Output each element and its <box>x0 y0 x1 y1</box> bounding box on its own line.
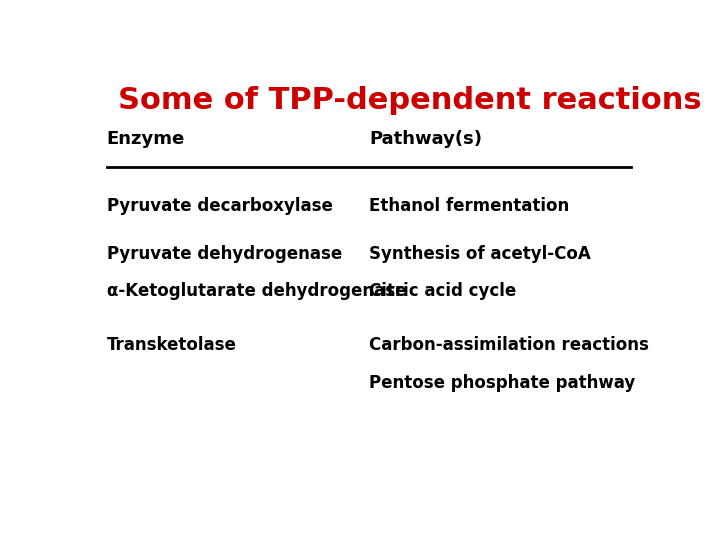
Text: α-Ketoglutarate dehydrogenase: α-Ketoglutarate dehydrogenase <box>107 282 406 300</box>
Text: Citric acid cycle: Citric acid cycle <box>369 282 516 300</box>
Text: Transketolase: Transketolase <box>107 336 237 354</box>
Text: Synthesis of acetyl-CoA: Synthesis of acetyl-CoA <box>369 245 590 263</box>
Text: Ethanol fermentation: Ethanol fermentation <box>369 197 570 215</box>
Text: Pyruvate dehydrogenase: Pyruvate dehydrogenase <box>107 245 342 263</box>
Text: Pathway(s): Pathway(s) <box>369 130 482 148</box>
Text: Pyruvate decarboxylase: Pyruvate decarboxylase <box>107 197 333 215</box>
Text: Carbon-assimilation reactions: Carbon-assimilation reactions <box>369 336 649 354</box>
Text: Some of TPP-dependent reactions: Some of TPP-dependent reactions <box>118 85 701 114</box>
Text: Enzyme: Enzyme <box>107 130 185 148</box>
Text: Pentose phosphate pathway: Pentose phosphate pathway <box>369 374 635 392</box>
